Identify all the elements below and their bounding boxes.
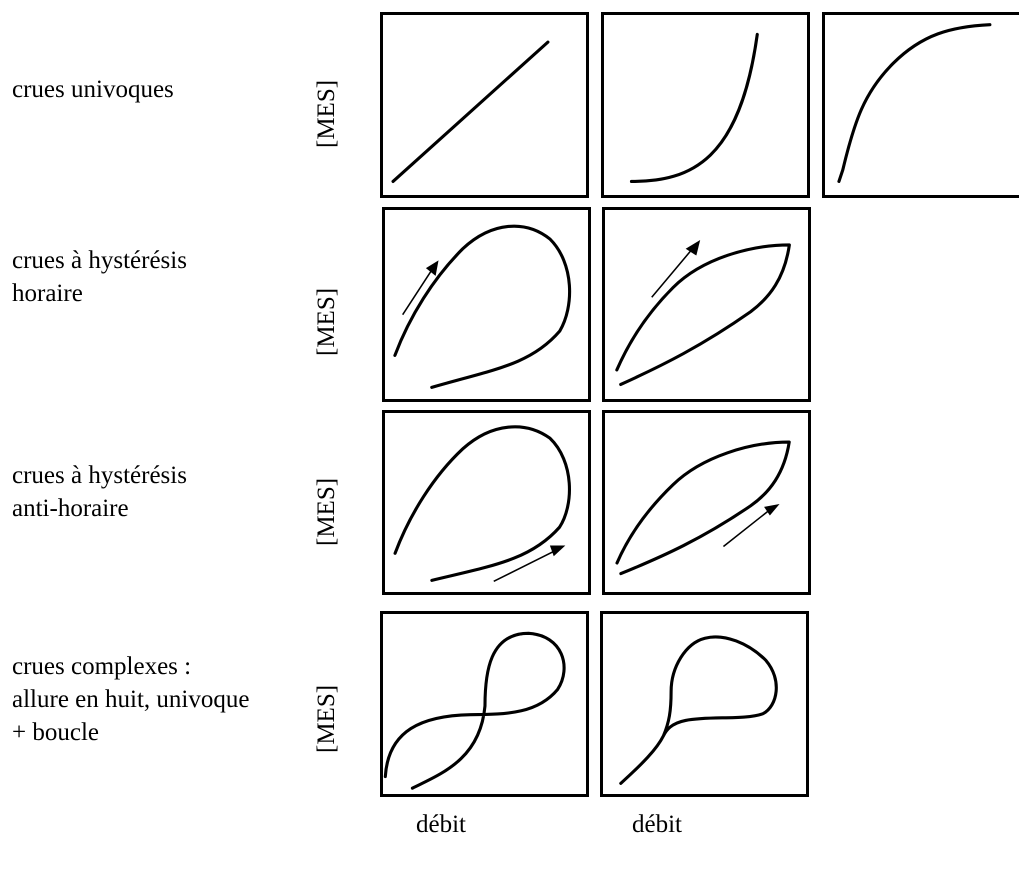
row-label-counterclockwise-hysteresis: crues à hystérésis anti-horaire: [12, 459, 187, 525]
curve-figure-eight: [383, 631, 566, 790]
arrow-icon: [651, 248, 694, 298]
curve-convex: [629, 32, 759, 184]
panel-clockwise-loop-2: [602, 207, 811, 402]
row-label-complex: crues complexes : allure en huit, univoq…: [12, 650, 249, 749]
panel-counterclockwise-loop-1: [382, 410, 591, 595]
panel-univocal-concave: [822, 12, 1019, 198]
panel-complex-univocal-loop: [600, 611, 809, 797]
y-axis-label: [MES]: [313, 477, 340, 546]
y-axis-label: [MES]: [313, 79, 340, 148]
curve-counterclockwise-lens: [615, 440, 791, 576]
panel-univocal-convex: [601, 12, 810, 198]
y-axis-label: [MES]: [313, 684, 340, 753]
panel-complex-figure-eight: [380, 611, 589, 797]
arrow-icon: [493, 549, 557, 583]
curve-clockwise-loop: [393, 224, 572, 389]
row-label-line: crues complexes :: [12, 653, 192, 680]
panel-univocal-linear: [380, 12, 589, 198]
curve-clockwise-lens: [615, 240, 791, 387]
curve-concave: [837, 23, 992, 184]
row-label-line: allure en huit, univoque: [12, 686, 250, 713]
x-axis-label: débit: [416, 811, 466, 838]
row-label-line: horaire: [12, 280, 83, 307]
x-axis-label: débit: [632, 811, 682, 838]
row-label-univocal: crues univoques: [12, 73, 174, 106]
panel-counterclockwise-loop-2: [602, 410, 811, 595]
curve-counterclockwise-loop: [393, 425, 571, 583]
curve-univocal-with-loop: [619, 635, 778, 785]
arrow-icon: [722, 509, 771, 548]
row-label-line: crues à hystérésis: [12, 247, 187, 274]
panel-clockwise-loop-1: [382, 207, 591, 402]
row-label-line: crues à hystérésis: [12, 462, 187, 489]
curve-linear: [391, 40, 550, 184]
row-label-line: crues univoques: [12, 76, 174, 103]
row-label-line: + boucle: [12, 719, 99, 746]
row-label-clockwise-hysteresis: crues à hystérésis horaire: [12, 244, 187, 310]
arrow-icon: [402, 269, 433, 316]
row-label-line: anti-horaire: [12, 495, 129, 522]
y-axis-label: [MES]: [313, 287, 340, 356]
